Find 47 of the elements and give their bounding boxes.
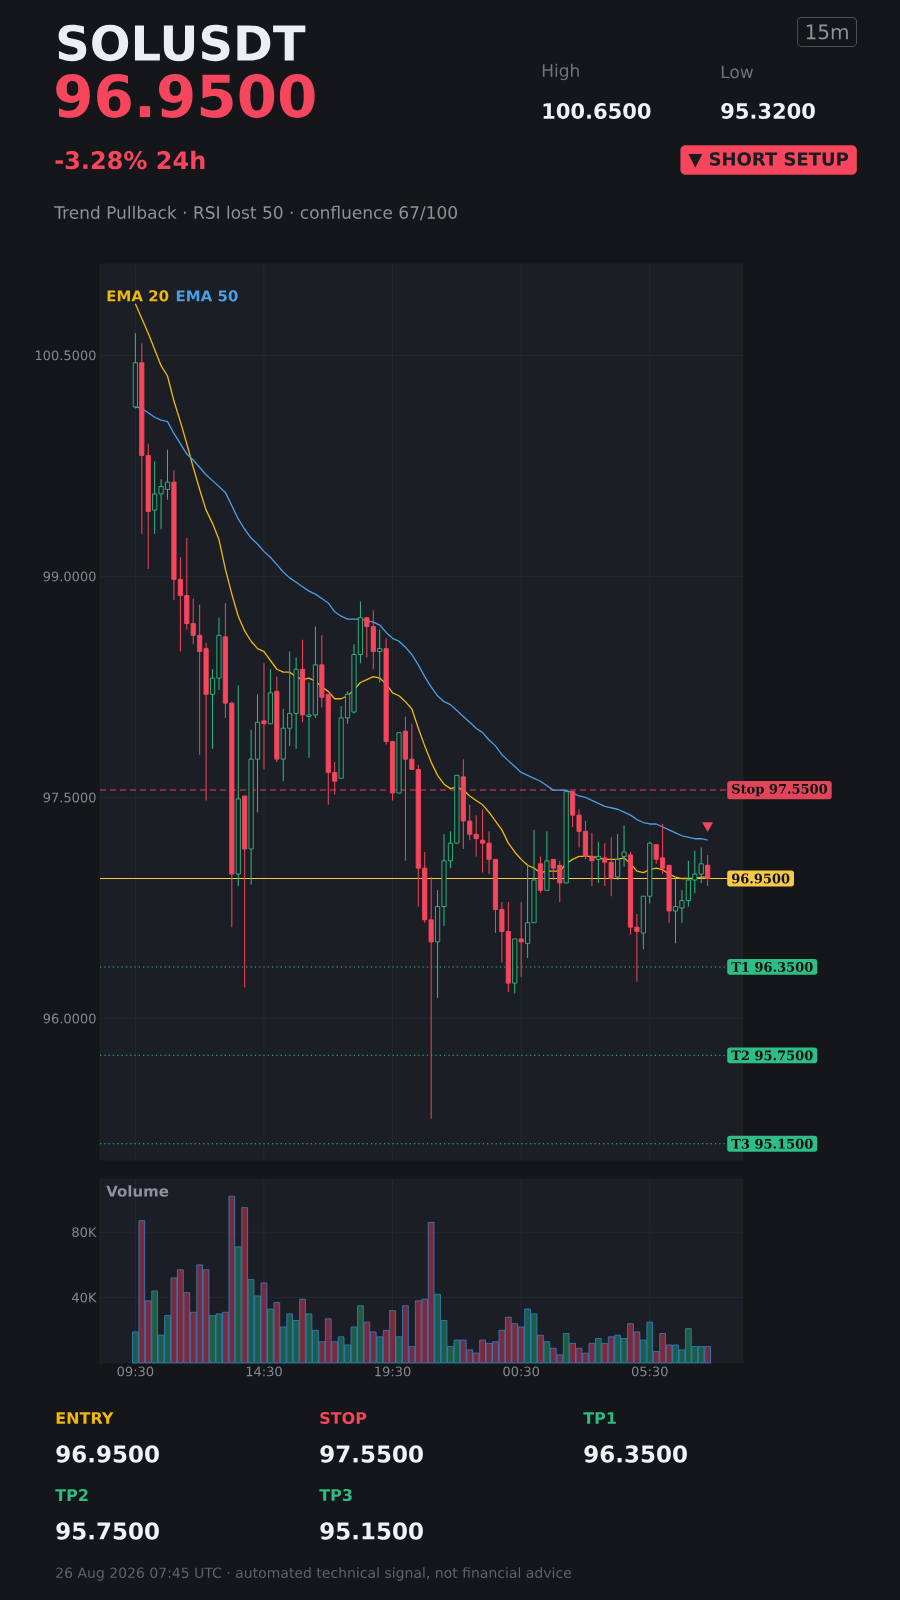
text: Low bbox=[721, 65, 753, 79]
candlestick bbox=[595, 841, 601, 884]
text: 96.9500 bbox=[56, 74, 315, 118]
text: STOP bbox=[320, 1411, 367, 1425]
text: 97.5500 bbox=[320, 1445, 423, 1463]
text: 95.1500 bbox=[320, 1522, 423, 1540]
text: 96.9500 bbox=[56, 1445, 159, 1463]
text: High bbox=[542, 63, 579, 81]
y-tick-label: 40K bbox=[72, 1292, 97, 1303]
text: ▼ SHORT SETUP bbox=[688, 152, 849, 168]
y-tick-label: 100.5000 bbox=[35, 350, 96, 361]
candlestick bbox=[705, 854, 711, 887]
x-tick-label: 19:30 bbox=[375, 1366, 411, 1377]
ref-line-label: Stop 97.5500 bbox=[732, 783, 828, 797]
y-tick-label: 99.0000 bbox=[43, 571, 96, 582]
text: 100.6500 bbox=[543, 103, 651, 119]
text: SOLUSDT bbox=[58, 24, 306, 62]
text: TP1 bbox=[583, 1412, 616, 1424]
text: 95.3200 bbox=[721, 103, 815, 119]
candlestick bbox=[621, 824, 627, 868]
text: EMA 50 bbox=[176, 290, 238, 302]
x-tick-label: 05:30 bbox=[631, 1366, 668, 1377]
text: 26 Aug 2026 07:45 UTC · automated technical signal, not financial advice bbox=[56, 1567, 572, 1581]
text: 95.7500 bbox=[56, 1522, 159, 1540]
series-label: EMA 20 bbox=[107, 290, 169, 302]
y-tick-label: 96.0000 bbox=[43, 1013, 96, 1024]
ref-line-label: T2 95.7500 bbox=[731, 1050, 813, 1061]
text: TP2 bbox=[55, 1489, 88, 1501]
candlestick bbox=[518, 901, 524, 978]
ref-line-label: 96.9500 bbox=[731, 873, 790, 884]
x-tick-label: 09:30 bbox=[117, 1366, 154, 1377]
ref-line-label: T1 96.3500 bbox=[731, 962, 813, 972]
x-tick-label: 00:30 bbox=[503, 1366, 540, 1377]
text: 96.3500 bbox=[584, 1445, 687, 1463]
text: Trend Pullback · RSI lost 50 · confluence 67/100 bbox=[54, 205, 457, 221]
text: TP3 bbox=[319, 1488, 352, 1502]
candlestick bbox=[261, 662, 267, 770]
chart-title: Volume bbox=[106, 1185, 169, 1197]
candlestick bbox=[615, 833, 621, 881]
ref-line-label: T3 95.1500 bbox=[731, 1138, 813, 1149]
y-tick-label: 80K bbox=[72, 1227, 97, 1238]
text: ENTRY bbox=[56, 1412, 114, 1424]
y-tick-label: 97.5000 bbox=[43, 792, 96, 803]
x-tick-label: 14:30 bbox=[246, 1366, 282, 1377]
candlestick bbox=[377, 628, 383, 684]
text: 15m bbox=[806, 24, 848, 40]
text: -3.28% 24h bbox=[55, 150, 205, 170]
